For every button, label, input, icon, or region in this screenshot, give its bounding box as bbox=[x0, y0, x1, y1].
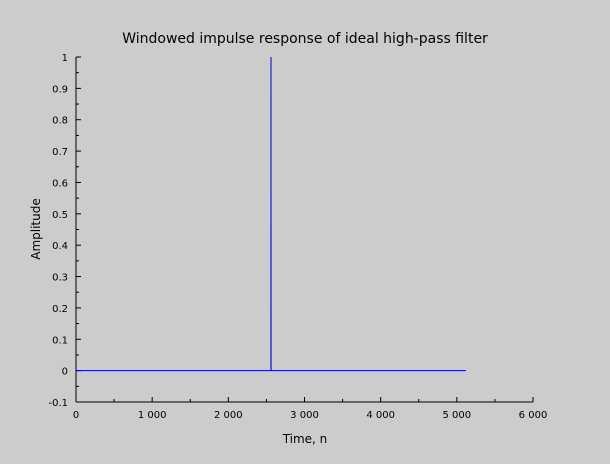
x-tick-label: 5 000 bbox=[443, 410, 472, 421]
y-tick-label: 1 bbox=[62, 53, 68, 64]
x-axis-label: Time, n bbox=[282, 432, 328, 446]
y-tick-label: 0.4 bbox=[52, 241, 68, 252]
x-tick-label: 3 000 bbox=[290, 410, 319, 421]
series-line bbox=[76, 56, 466, 372]
x-tick-label: 1 000 bbox=[138, 410, 167, 421]
series-layer bbox=[76, 56, 466, 372]
y-tick-label: 0.3 bbox=[52, 273, 68, 284]
y-tick-label: -0.1 bbox=[48, 398, 68, 409]
y-axis-label: Amplitude bbox=[29, 198, 43, 260]
y-tick-label: 0.6 bbox=[52, 178, 68, 189]
y-tick-label: 0.9 bbox=[52, 84, 68, 95]
axes: 0 1 000 2 000 3 000 4 000 5 000 6 000 -0.1 0 0.1 0… bbox=[48, 53, 547, 421]
y-tick-label: 0.7 bbox=[52, 147, 68, 158]
y-tick-label: 0.5 bbox=[52, 210, 68, 221]
y-tick-label: 0.2 bbox=[52, 304, 68, 315]
y-tick-label: 0.8 bbox=[52, 116, 68, 127]
x-tick-label: 6 000 bbox=[519, 410, 548, 421]
y-tick-label: 0 bbox=[62, 367, 68, 378]
x-tick-label: 2 000 bbox=[214, 410, 243, 421]
chart-title: Windowed impulse response of ideal high-… bbox=[122, 31, 488, 47]
x-tick-label: 0 bbox=[73, 410, 79, 421]
y-tick-label: 0.1 bbox=[52, 335, 68, 346]
x-tick-label: 4 000 bbox=[366, 410, 395, 421]
